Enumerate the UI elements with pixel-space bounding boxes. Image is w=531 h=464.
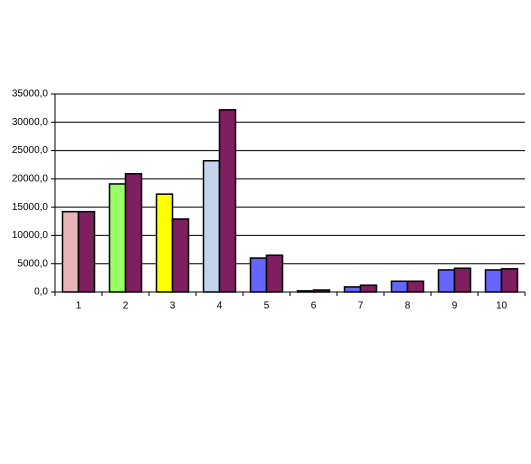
- bar: [249, 257, 268, 293]
- y-tick-label: 25000,0: [12, 145, 49, 156]
- bar: [312, 289, 331, 293]
- bar: [390, 280, 409, 293]
- bar: [343, 286, 362, 293]
- x-tick-label: 10: [496, 301, 508, 312]
- bar: [453, 267, 472, 293]
- bar: [77, 210, 96, 293]
- x-tick-label: 5: [264, 301, 270, 312]
- x-tick-label: 6: [311, 301, 317, 312]
- y-tick-label: 35000,0: [12, 89, 49, 100]
- bar: [202, 160, 221, 293]
- x-tick-label: 2: [123, 301, 129, 312]
- x-tick-label: 3: [170, 301, 176, 312]
- bar: [437, 269, 456, 293]
- x-tick-label: 1: [76, 301, 82, 312]
- y-tick-label: 20000,0: [12, 173, 49, 184]
- bar: [296, 290, 315, 293]
- x-tick-label: 7: [358, 301, 364, 312]
- bar: [484, 269, 503, 293]
- bar: [218, 109, 237, 293]
- y-tick-label: 10000,0: [12, 230, 49, 241]
- x-tick-label: 8: [405, 301, 411, 312]
- bar: [265, 254, 284, 293]
- y-tick-label: 15000,0: [12, 202, 49, 213]
- bar: [406, 280, 425, 293]
- y-tick-label: 30000,0: [12, 117, 49, 128]
- bar: [500, 268, 519, 293]
- y-tick-label: 5000,0: [17, 258, 48, 269]
- x-tick-label: 4: [217, 301, 223, 312]
- bar: [61, 210, 80, 293]
- y-tick-label: 0,0: [34, 287, 48, 298]
- bar: [359, 284, 378, 293]
- x-tick-label: 9: [452, 301, 458, 312]
- bar: [124, 173, 143, 293]
- bar: [108, 183, 127, 293]
- bar: [171, 218, 190, 293]
- bar: [155, 193, 174, 293]
